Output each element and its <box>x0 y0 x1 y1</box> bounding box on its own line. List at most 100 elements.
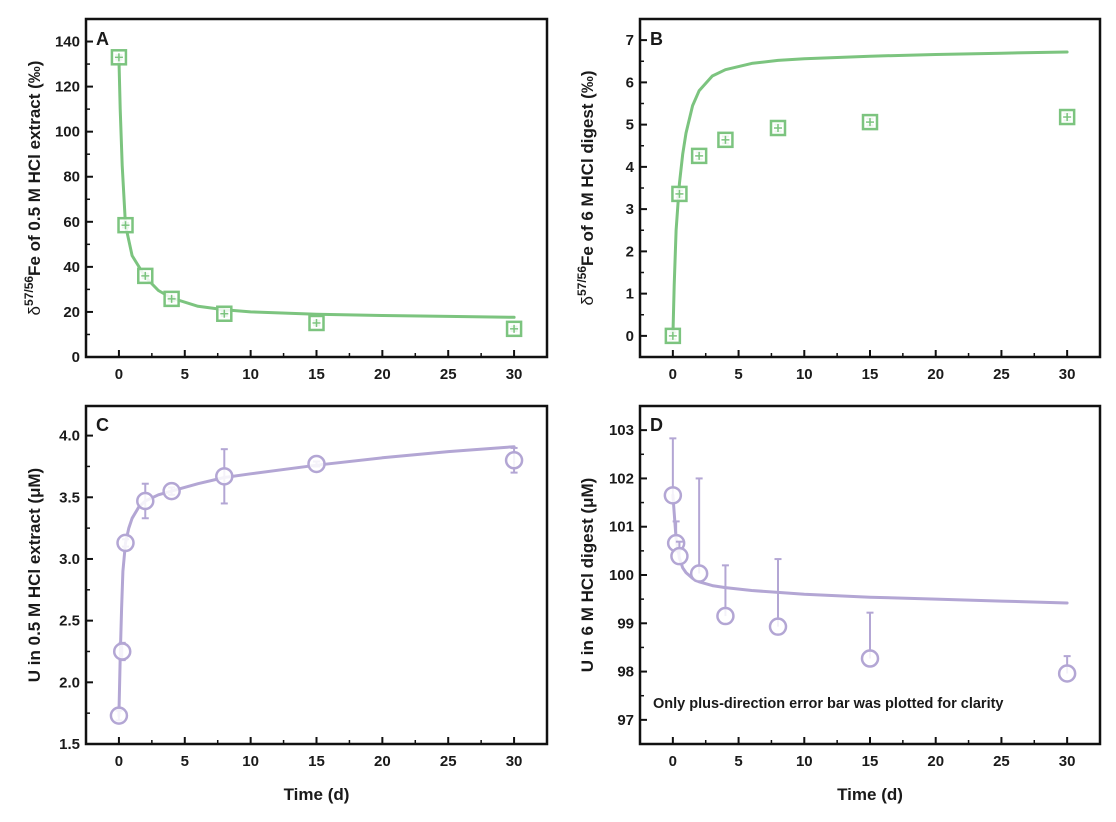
data-point <box>689 477 709 583</box>
plot-frame <box>638 17 1102 359</box>
y-tick-label: 100 <box>55 124 80 141</box>
y-tick-label: 80 <box>63 169 80 186</box>
x-tick-label: 20 <box>374 753 391 770</box>
circle-marker <box>307 454 326 474</box>
panel-letter: A <box>96 29 109 49</box>
data-point <box>112 641 132 662</box>
circle-marker <box>716 606 735 626</box>
y-tick-label: 140 <box>55 34 80 51</box>
fit-curve <box>117 55 516 319</box>
data-point <box>117 216 134 234</box>
plot-frame <box>84 17 549 359</box>
y-tick-label: 97 <box>617 712 634 729</box>
x-axis-title: Time (d) <box>837 785 903 804</box>
circle-marker <box>112 642 132 661</box>
circle-marker <box>1057 664 1077 683</box>
data-point <box>215 448 234 505</box>
y-tick-label: 101 <box>609 519 634 536</box>
y-tick-label: 60 <box>63 214 80 231</box>
x-tick-label: 0 <box>115 366 123 383</box>
x-tick-label: 30 <box>506 753 523 770</box>
x-tick-label: 15 <box>862 366 879 383</box>
circle-marker <box>689 564 709 583</box>
y-tick-label: 102 <box>609 470 634 487</box>
x-tick-label: 5 <box>734 366 742 383</box>
x-tick-label: 20 <box>374 366 391 383</box>
circle-marker <box>670 546 689 566</box>
y-tick-label: 6 <box>626 74 634 91</box>
data-point <box>162 481 181 501</box>
circle-marker <box>215 467 234 486</box>
y-tick-label: 2.0 <box>59 674 80 691</box>
data-point <box>769 119 787 137</box>
x-tick-label: 5 <box>734 753 742 770</box>
data-point <box>666 520 686 553</box>
data-point <box>664 327 682 345</box>
x-tick-label: 30 <box>506 366 523 383</box>
circle-marker <box>109 706 129 725</box>
y-tick-label: 20 <box>63 304 80 321</box>
y-tick-label: 103 <box>609 422 634 439</box>
data-point <box>163 290 180 308</box>
x-tick-label: 0 <box>669 366 677 383</box>
panel-letter: B <box>650 29 663 49</box>
data-point <box>860 611 880 668</box>
y-tick-label: 4.0 <box>59 428 80 445</box>
data-point <box>670 540 689 566</box>
panel-letter: D <box>650 415 663 435</box>
x-tick-label: 25 <box>440 753 457 770</box>
data-point <box>716 564 735 626</box>
data-point <box>1057 655 1077 683</box>
y-tick-label: 100 <box>609 567 634 584</box>
x-tick-label: 10 <box>796 753 813 770</box>
x-tick-label: 15 <box>308 753 325 770</box>
plot-frame <box>638 404 1102 746</box>
data-point <box>136 482 155 520</box>
x-tick-label: 15 <box>862 753 879 770</box>
y-axis-title-superscript: 57/56 <box>575 266 589 296</box>
x-tick-label: 25 <box>993 753 1010 770</box>
fit-curve <box>671 50 1069 338</box>
x-tick-label: 10 <box>242 366 259 383</box>
y-tick-label: 2.5 <box>59 613 80 630</box>
data-point <box>1058 108 1076 126</box>
y-tick-label: 0 <box>626 328 634 345</box>
data-point <box>505 320 523 338</box>
data-point <box>137 267 154 285</box>
circle-marker <box>663 486 683 505</box>
circle-marker <box>136 491 155 511</box>
panel-letter: C <box>96 415 109 435</box>
y-axis-title: δ57/56Fe of 6 M HCl digest (‰) <box>575 71 597 306</box>
data-point <box>768 558 788 636</box>
y-tick-label: 1.5 <box>59 736 80 753</box>
y-axis-title-main: Fe of 6 M HCl digest (‰) <box>578 71 597 267</box>
data-point <box>116 533 135 553</box>
data-point <box>308 314 325 332</box>
circle-marker <box>860 649 880 668</box>
y-tick-label: 4 <box>626 159 635 176</box>
data-point <box>671 185 688 203</box>
y-tick-label: 5 <box>626 117 634 134</box>
data-point <box>110 49 128 66</box>
x-tick-label: 10 <box>796 366 813 383</box>
x-axis-title: Time (d) <box>284 785 350 804</box>
data-point <box>307 454 326 474</box>
panel-d: 0 5 10 15 20 25 30 97 98 99 100 101 102 103 D U in 6 M … <box>578 404 1102 804</box>
x-tick-label: 20 <box>927 753 944 770</box>
x-tick-label: 20 <box>927 366 944 383</box>
y-axis-title: U in 0.5 M HCl extract (μM) <box>25 468 44 682</box>
y-tick-label: 98 <box>617 664 634 681</box>
y-tick-label: 120 <box>55 79 80 96</box>
x-tick-label: 25 <box>993 366 1010 383</box>
data-point <box>717 131 734 149</box>
x-tick-label: 10 <box>242 753 259 770</box>
fit-curve <box>671 493 1069 605</box>
x-tick-label: 5 <box>181 366 189 383</box>
y-axis-title: δ57/56Fe of 0.5 M HCl extract (‰) <box>22 61 44 316</box>
y-tick-label: 3.0 <box>59 551 80 568</box>
y-axis-title-superscript: 57/56 <box>22 276 36 306</box>
data-point <box>690 147 708 165</box>
data-point <box>663 437 683 505</box>
y-tick-label: 2 <box>626 243 634 260</box>
